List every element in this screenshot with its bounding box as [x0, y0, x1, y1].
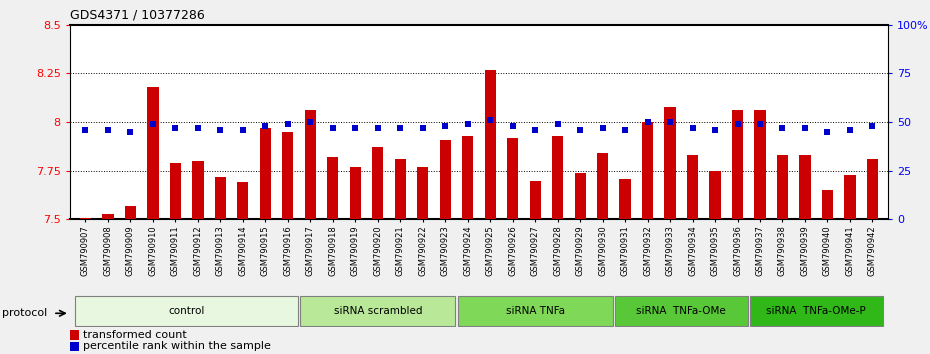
- Bar: [440, 139, 451, 219]
- Text: GDS4371 / 10377286: GDS4371 / 10377286: [70, 9, 205, 22]
- Bar: [710, 171, 721, 219]
- Bar: [822, 190, 833, 219]
- Bar: [664, 107, 676, 219]
- Bar: [867, 159, 878, 219]
- Bar: [507, 138, 518, 219]
- Bar: [327, 157, 339, 219]
- Bar: [394, 159, 405, 219]
- Bar: [418, 167, 429, 219]
- Bar: [102, 213, 113, 219]
- Bar: [75, 296, 298, 326]
- Bar: [754, 110, 765, 219]
- Bar: [642, 122, 653, 219]
- Bar: [125, 206, 136, 219]
- Bar: [552, 136, 564, 219]
- Bar: [458, 296, 613, 326]
- Bar: [147, 87, 158, 219]
- Bar: [350, 167, 361, 219]
- Bar: [70, 330, 79, 339]
- Bar: [70, 342, 79, 351]
- Bar: [80, 218, 91, 219]
- Bar: [193, 161, 204, 219]
- Bar: [844, 175, 856, 219]
- Text: siRNA TNFa: siRNA TNFa: [506, 306, 565, 316]
- Bar: [305, 110, 316, 219]
- Text: transformed count: transformed count: [83, 330, 187, 340]
- Bar: [300, 296, 456, 326]
- Bar: [237, 182, 248, 219]
- Bar: [282, 132, 294, 219]
- Bar: [462, 136, 473, 219]
- Bar: [597, 153, 608, 219]
- Text: siRNA scrambled: siRNA scrambled: [334, 306, 422, 316]
- Text: siRNA  TNFa-OMe-P: siRNA TNFa-OMe-P: [766, 306, 866, 316]
- Bar: [485, 70, 496, 219]
- Text: control: control: [168, 306, 205, 316]
- Bar: [777, 155, 788, 219]
- Bar: [800, 155, 811, 219]
- Bar: [529, 181, 540, 219]
- Bar: [619, 179, 631, 219]
- Text: siRNA  TNFa-OMe: siRNA TNFa-OMe: [636, 306, 726, 316]
- Text: percentile rank within the sample: percentile rank within the sample: [83, 342, 271, 352]
- Bar: [615, 296, 748, 326]
- Bar: [170, 163, 181, 219]
- Bar: [750, 296, 883, 326]
- Text: protocol: protocol: [2, 308, 47, 318]
- Bar: [372, 147, 383, 219]
- Bar: [575, 173, 586, 219]
- Bar: [732, 110, 743, 219]
- Bar: [215, 177, 226, 219]
- Bar: [259, 128, 271, 219]
- Bar: [687, 155, 698, 219]
